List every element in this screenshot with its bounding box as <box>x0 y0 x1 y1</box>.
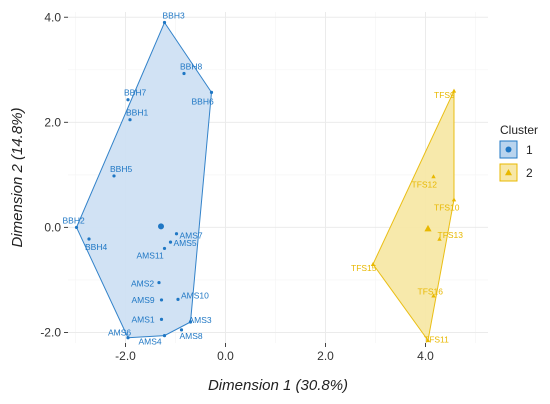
point-bbh5 <box>112 174 116 178</box>
axes: -2.0 0.0 2.0 4.0 -2.0 0.0 2.0 4.0 <box>40 10 434 363</box>
point-label-tfs15: TFS15 <box>351 263 377 273</box>
point-label-ams1: AMS1 <box>132 314 155 324</box>
legend-marker-2 <box>505 169 512 176</box>
point-label-ams2: AMS2 <box>131 279 154 289</box>
point-label-tfs11: TFS11 <box>424 334 449 344</box>
point-tfs12 <box>431 174 436 179</box>
point-ams7 <box>174 232 179 236</box>
x-axis-title: Dimension 1 (30.8%) <box>208 377 348 394</box>
point-label-bbh2: BBH2 <box>63 215 85 225</box>
point-ams1 <box>159 317 164 321</box>
point-label-ams11: AMS11 <box>137 250 165 260</box>
y-tick-label: -2.0 <box>40 325 61 339</box>
y-tick-label: 0.0 <box>44 220 61 234</box>
point-labels: BBH3 BBH8 BBH6 BBH7 BBH1 BBH5 BBH2 BBH4 AMS7AMS5… <box>63 11 464 347</box>
x-tick-label: 4.0 <box>417 349 434 363</box>
point-bbh3 <box>162 20 167 25</box>
point-label-bbh6: BBH6 <box>192 96 214 106</box>
point-tfs9 <box>451 88 457 93</box>
point-bbh1 <box>128 118 132 122</box>
point-bbh2 <box>74 225 79 230</box>
point-tfs16 <box>431 293 436 298</box>
point-label-bbh7: BBH7 <box>124 88 146 98</box>
point-ams4 <box>162 334 167 338</box>
point-label-bbh4: BBH4 <box>85 242 107 252</box>
point-ams6 <box>126 336 130 340</box>
point-label-ams8: AMS8 <box>180 331 203 341</box>
point-label-tfs9: TFS9 <box>434 90 455 100</box>
point-ams10 <box>176 297 180 301</box>
cluster-1-centroid <box>158 223 164 230</box>
point-tfs15 <box>370 261 376 266</box>
point-tfs10 <box>451 197 457 202</box>
y-tick-label: 2.0 <box>44 115 61 129</box>
point-ams2 <box>157 280 161 285</box>
cluster-2-hull <box>372 90 455 342</box>
x-tick-label: 0.0 <box>217 349 234 363</box>
point-ams5 <box>168 240 173 244</box>
point-ams11 <box>162 246 167 251</box>
cluster-hulls <box>75 21 455 342</box>
point-label-ams7: AMS7 <box>180 231 203 241</box>
point-label-bbh5: BBH5 <box>110 164 132 174</box>
point-label-ams3: AMS3 <box>189 315 212 325</box>
y-axis-title: Dimension 2 (14.8%) <box>9 107 26 247</box>
legend-label-2: 2 <box>526 166 533 180</box>
point-tfs13 <box>437 236 442 241</box>
legend-title: Cluster <box>500 123 538 137</box>
x-tick-label: 2.0 <box>317 349 334 363</box>
point-ams8 <box>179 328 184 332</box>
legend: Cluster 1 2 <box>499 123 538 182</box>
point-bbh6 <box>209 90 214 94</box>
point-label-ams5: AMS5 <box>174 238 197 248</box>
point-label-tfs12: TFS12 <box>412 179 438 189</box>
cluster-2-centroid <box>424 224 432 232</box>
point-label-ams6: AMS6 <box>108 328 131 338</box>
point-label-ams9: AMS9 <box>132 295 155 305</box>
point-label-tfs16: TFS16 <box>418 287 444 297</box>
point-bbh8 <box>182 71 186 76</box>
point-ams3 <box>188 320 193 324</box>
point-label-bbh1: BBH1 <box>126 108 148 118</box>
x-tick-label: -2.0 <box>115 349 136 363</box>
point-tfs11 <box>425 338 431 343</box>
legend-label-1: 1 <box>526 143 533 157</box>
y-tick-label: 4.0 <box>44 10 61 24</box>
point-bbh4 <box>87 237 91 241</box>
point-bbh7 <box>126 98 130 102</box>
point-label-tfs13: TFS13 <box>438 230 464 240</box>
point-label-bbh3: BBH3 <box>163 11 185 21</box>
point-label-ams4: AMS4 <box>139 337 162 347</box>
point-label-ams10: AMS10 <box>181 290 209 300</box>
point-label-tfs10: TFS10 <box>434 203 460 213</box>
legend-marker-1 <box>505 146 512 153</box>
point-label-bbh8: BBH8 <box>180 61 202 71</box>
point-ams9 <box>159 298 164 302</box>
data-points <box>74 20 457 343</box>
